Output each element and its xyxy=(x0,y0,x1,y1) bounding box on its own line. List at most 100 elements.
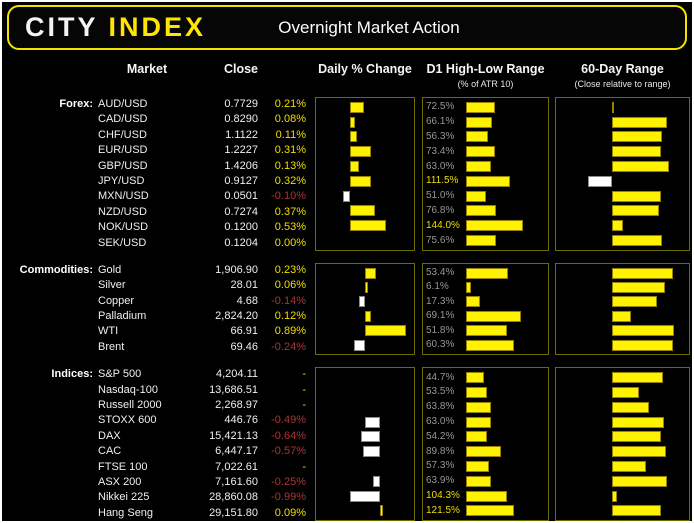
header: CITY INDEX Overnight Market Action xyxy=(7,5,687,50)
range60-sparkline xyxy=(555,262,690,356)
d1-bar-zone xyxy=(466,174,545,189)
d1-range-bar xyxy=(466,161,491,173)
d1-range-row: 53.4% xyxy=(426,266,545,280)
close-value: 1.4206 xyxy=(224,159,258,172)
range60-bar-row xyxy=(559,174,686,189)
close-value: 29,151.80 xyxy=(209,506,258,519)
market-name: Brent xyxy=(98,340,125,353)
d1-range-sparkline: 72.5% 66.1% 56.3% 73.4% 63.0% 111.5% 51.0% 76.8… xyxy=(422,97,549,251)
change-value: -0.25% xyxy=(271,475,306,488)
d1-range-bar xyxy=(466,175,511,187)
daily-change-bar xyxy=(349,490,381,502)
change-value: 0.21% xyxy=(274,98,306,110)
d1-bar-zone xyxy=(466,130,545,145)
col-header-market: Market xyxy=(126,62,168,76)
close-value: 2,268.97 xyxy=(215,399,258,412)
daily-change-bar xyxy=(349,101,364,113)
d1-range-bar xyxy=(466,146,495,158)
d1-range-label: 73.4% xyxy=(426,145,455,157)
daily-bar-row xyxy=(319,385,411,400)
d1-range-row: 6.1% xyxy=(426,280,545,294)
d1-range-label: 54.2% xyxy=(426,430,455,442)
market-name: CAC xyxy=(98,445,122,458)
change-value: -0.49% xyxy=(271,414,306,427)
range60-bar-row xyxy=(559,295,686,309)
close-value: 1.2227 xyxy=(224,144,258,157)
city-index-logo: CITY INDEX xyxy=(25,12,206,43)
d1-range-label: 17.3% xyxy=(426,295,455,307)
market-name: DAX xyxy=(98,429,121,442)
d1-range-label: 51.8% xyxy=(426,324,455,336)
d1-range-row: 63.0% xyxy=(426,415,545,430)
range60-bar xyxy=(612,416,665,428)
d1-range-label: 104.3% xyxy=(426,490,460,502)
range60-bar xyxy=(612,401,650,413)
daily-bar-row xyxy=(319,218,411,233)
close-value: 0.7274 xyxy=(224,205,258,218)
d1-bar-zone xyxy=(466,323,545,337)
d1-range-bar xyxy=(466,235,496,247)
d1-range-sparkline: 44.7% 53.5% 63.8% 63.0% 54.2% 89.8% 57.3% 63.9%… xyxy=(422,367,549,521)
d1-bar-zone xyxy=(466,159,545,174)
daily-bar-row xyxy=(319,323,411,337)
col-subheader-close-relative: (Close relative to range) xyxy=(574,79,671,89)
d1-range-row: 63.0% xyxy=(426,159,545,174)
close-value: 6,447.17 xyxy=(215,445,258,458)
d1-bar-zone xyxy=(466,459,545,474)
market-name: AUD/USD xyxy=(98,98,148,110)
range60-sparkline xyxy=(555,367,690,521)
daily-bar-row xyxy=(319,400,411,415)
close-value: 0.1204 xyxy=(224,236,258,249)
d1-bar-zone xyxy=(466,100,545,115)
change-value: - xyxy=(302,383,306,396)
d1-range-label: 60.3% xyxy=(426,339,455,351)
market-name: JPY/USD xyxy=(98,174,145,187)
d1-range-label: 144.0% xyxy=(426,219,460,231)
range60-bar xyxy=(612,310,631,322)
range60-bar-row xyxy=(559,323,686,337)
range60-bar xyxy=(612,431,661,443)
d1-range-row: 73.4% xyxy=(426,144,545,159)
range60-bar-row xyxy=(559,370,686,385)
daily-change-bar xyxy=(349,175,372,187)
d1-bar-zone xyxy=(466,233,545,248)
range60-bar xyxy=(612,220,624,232)
daily-bar-row xyxy=(319,266,411,280)
range60-bar-row xyxy=(559,400,686,415)
range60-bar-row xyxy=(559,474,686,489)
close-value: 0.8290 xyxy=(224,113,258,126)
change-value: -0.10% xyxy=(271,190,306,203)
daily-change-sparkline xyxy=(315,97,415,251)
daily-bar-row xyxy=(319,459,411,474)
range60-bar-row xyxy=(559,144,686,159)
d1-range-row: 51.8% xyxy=(426,323,545,337)
range60-bar-row xyxy=(559,429,686,444)
daily-change-bar xyxy=(365,416,381,428)
range60-bar xyxy=(612,281,666,293)
d1-range-bar xyxy=(466,131,489,143)
close-value: 69.46 xyxy=(230,340,258,353)
d1-range-bar xyxy=(466,505,514,517)
col-subheader-atr: (% of ATR 10) xyxy=(457,79,514,89)
close-value: 2,824.20 xyxy=(215,310,258,323)
change-value: 0.09% xyxy=(274,506,306,519)
d1-range-bar xyxy=(466,101,495,113)
d1-bar-zone xyxy=(466,115,545,130)
daily-change-bar xyxy=(349,161,359,173)
d1-range-row: 121.5% xyxy=(426,503,545,518)
d1-range-bar xyxy=(466,220,523,232)
d1-range-label: 56.3% xyxy=(426,130,455,142)
change-value: - xyxy=(302,368,306,381)
daily-bar-row xyxy=(319,444,411,459)
daily-change-bar xyxy=(365,281,368,293)
range60-bar-row xyxy=(559,385,686,400)
range60-bar xyxy=(612,205,659,217)
d1-bar-zone xyxy=(466,385,545,400)
market-name: GBP/USD xyxy=(98,159,148,172)
d1-range-bar xyxy=(466,325,507,337)
market-name: Palladium xyxy=(98,310,147,323)
daily-change-bar xyxy=(349,116,356,128)
close-value: 7,022.61 xyxy=(215,460,258,473)
range60-bar-row xyxy=(559,444,686,459)
market-name: EUR/USD xyxy=(98,144,148,157)
